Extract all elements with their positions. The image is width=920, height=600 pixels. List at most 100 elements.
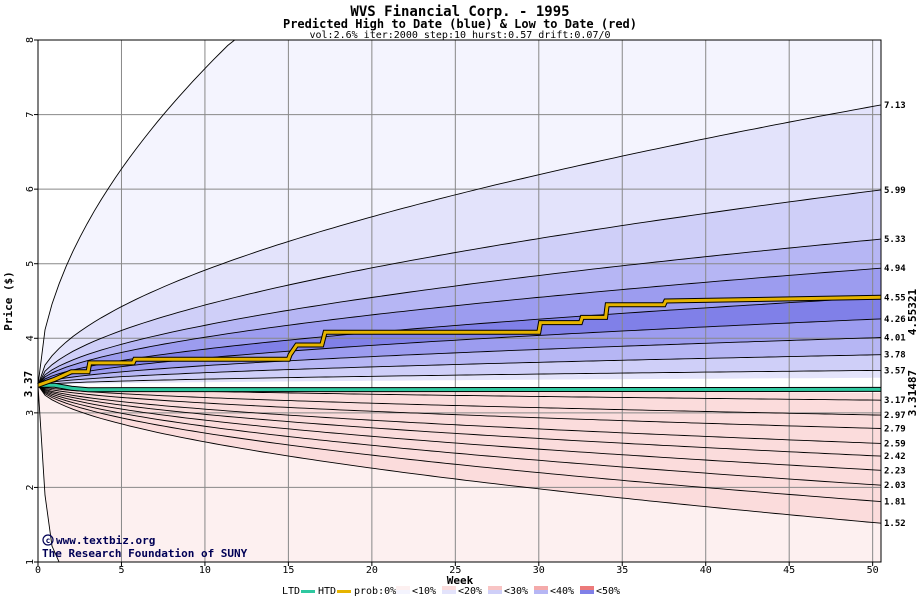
band-value-label: 5.33 [884,235,906,245]
series-lines [37,294,882,393]
legend: LTD HTD prob:0% <10% <20% <30% <40% <50% [282,586,620,597]
x-tick-label: 50 [867,565,879,576]
legend-htd-swatch [337,590,351,593]
band-contour [37,385,882,503]
x-tick-label: 15 [282,565,294,576]
legend-bin-swatch-blue [396,590,410,594]
y-tick-label: 4 [25,335,36,341]
y-tick-label: 6 [25,186,36,192]
legend-bin-swatch-red [534,586,548,590]
band-contour [37,189,882,386]
x-tick-label: 45 [783,565,795,576]
ltd-line [38,383,882,392]
band-contour [37,337,882,386]
x-tick-label: 5 [118,565,124,576]
blue-band-5 [38,297,881,386]
chart-title: WVS Financial Corp. - 1995 [350,4,569,20]
blue-band-7 [38,337,881,386]
band-contour [37,104,882,386]
blue-band-3 [38,239,881,386]
band-contour [37,384,882,457]
x-tick-label: 40 [700,565,712,576]
legend-bin-swatch-blue [534,590,548,594]
x-tick-label: 10 [199,565,211,576]
x-tick-label: 30 [533,565,545,576]
band-value-label: 7.13 [884,101,906,111]
legend-ltd-label: LTD [282,586,300,597]
legend-htd-label: HTD [318,586,336,597]
credit: c www.textbiz.org The Research Foundatio… [42,534,248,560]
legend-prob-label: prob:0% [354,586,396,597]
htd-line [37,295,882,387]
band-value-label: 1.81 [884,498,906,508]
credit-org: The Research Foundation of SUNY [42,547,248,560]
band-value-labels: 7.13 5.99 5.33 4.94 4.55 4.26 4.01 3.78 3.57 3.17… [884,101,906,529]
legend-bin-swatch-blue [488,590,502,594]
legend-bin-label: <20% [458,586,482,597]
blue-band-6 [38,318,881,386]
legend-bin-label: <30% [504,586,528,597]
legend-ltd-swatch [301,590,315,593]
legend-bin-swatch-red [442,586,456,590]
y-tick-label: 2 [25,484,36,490]
band-value-label: 2.97 [884,411,906,421]
band-value-label: 2.42 [884,452,906,462]
legend-bin-swatch-blue [580,590,594,594]
plot-frame [37,39,882,563]
x-tick-label: 20 [366,565,378,576]
copyright-glyph: c [46,536,51,545]
legend-bin-swatch-red [396,586,410,590]
chart-params: vol:2.6% iter:2000 step:10 hurst:0.57 dr… [309,30,610,41]
band-value-label: 3.78 [884,351,906,361]
blue-band-9 [38,370,881,386]
probability-bands [38,40,881,562]
legend-bins: <10% <20% <30% <40% <50% [396,586,620,597]
red-band-9 [38,385,881,524]
y-tick-label: 5 [25,261,36,267]
legend-bin-swatch-blue [442,590,456,594]
blue-band-0 [38,40,881,386]
band-contour [37,238,882,386]
band-value-label: 4.94 [884,264,906,274]
legend-bin-label: <10% [412,586,436,597]
y-axis-label: Price ($) [2,271,15,331]
legend-bin-label: <50% [596,586,620,597]
ltd-final-label: 3.31487 [906,370,919,416]
chart-subtitle: Predicted High to Date (blue) & Low to D… [283,17,637,31]
legend-bin-swatch-red [580,586,594,590]
band-value-label: 4.55 [884,293,906,303]
htd-final-label: 4.55321 [906,288,919,335]
blue-band-4 [38,268,881,386]
band-value-label: 4.01 [884,334,906,344]
band-value-label: 3.17 [884,396,906,406]
x-tick-label: 25 [449,565,461,576]
blue-band-8 [38,354,881,386]
band-contour [37,267,882,386]
band-contour [37,384,882,416]
band-contour [37,385,882,524]
band-contour [37,354,882,386]
blue-band-2 [38,189,881,386]
band-value-label: 2.03 [884,481,906,491]
start-price-label: 3.37 [22,371,35,398]
blue-band-empty [38,40,881,386]
x-tick-label: 0 [35,565,41,576]
credit-url: www.textbiz.org [56,534,155,547]
band-contour [37,296,882,386]
y-tick-label: 3 [25,410,36,416]
band-contour [37,384,882,471]
band-contour [37,384,882,429]
band-value-label: 2.59 [884,439,906,449]
y-tick-label: 7 [25,112,36,118]
band-contour [37,369,881,386]
band-contour [37,384,882,444]
band-value-label: 1.52 [884,519,906,529]
band-value-label: 2.79 [884,425,906,435]
x-tick-label: 35 [616,565,628,576]
legend-bin-swatch-red [488,586,502,590]
band-value-label: 4.26 [884,315,906,325]
band-value-label: 3.57 [884,366,906,376]
legend-bin-label: <40% [550,586,574,597]
